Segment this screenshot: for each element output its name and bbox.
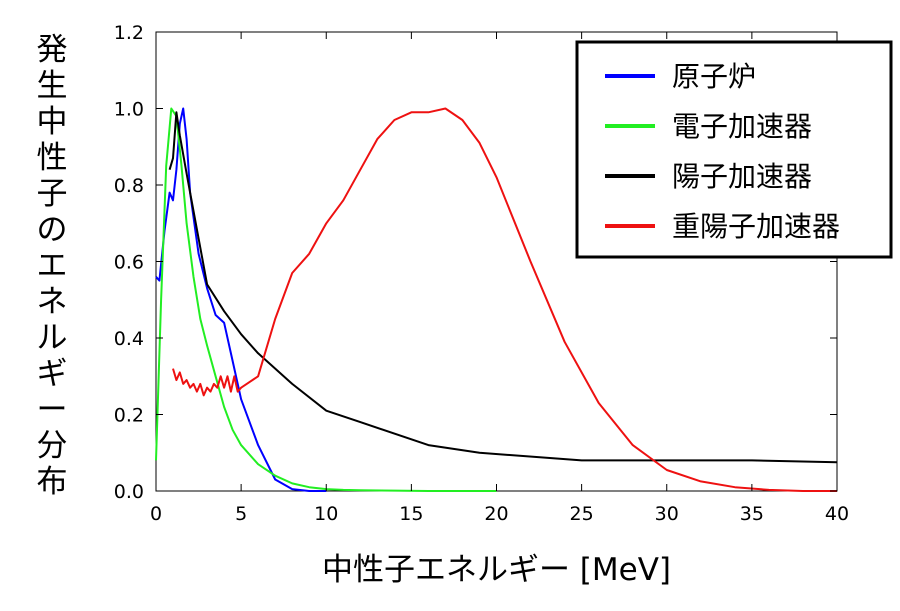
y-tick-label: 1.0 [114,99,144,121]
x-tick-label: 25 [570,503,594,525]
series-line-3 [172,107,837,492]
legend-label: 重陽子加速器 [672,210,840,243]
y-axis-title: 発生中性子のエネルギー分布 [37,32,68,500]
legend-label: 原子炉 [672,60,756,93]
x-tick-label: 40 [825,503,849,525]
series-layer [155,107,838,492]
x-tick-label: 15 [399,503,423,525]
y-tick-label: 0.2 [114,405,144,427]
series-line-0 [155,107,327,492]
y-tick-label: 1.2 [114,22,144,44]
legend-label: 電子加速器 [672,110,812,143]
x-tick-label: 30 [655,503,679,525]
y-tick-label: 0.0 [114,481,144,503]
y-tick-label: 0.4 [114,328,144,350]
x-tick-label: 10 [314,503,338,525]
legend-label: 陽子加速器 [672,160,812,193]
x-tick-label: 35 [740,503,764,525]
x-tick-label: 5 [235,503,247,525]
x-axis-title: 中性子エネルギー [MeV] [322,552,671,588]
x-tick-label: 20 [484,503,508,525]
y-tick-label: 0.6 [114,252,144,274]
series-line-2 [168,111,838,464]
x-tick-label: 0 [150,503,162,525]
ticks-layer: 0 5 10 15 20 25 30 35 40 0.0 0.2 0.4 0.6 0.8 1.0 1.2 [114,22,849,525]
y-tick-label: 0.8 [114,175,144,197]
series-line-1 [155,107,497,492]
